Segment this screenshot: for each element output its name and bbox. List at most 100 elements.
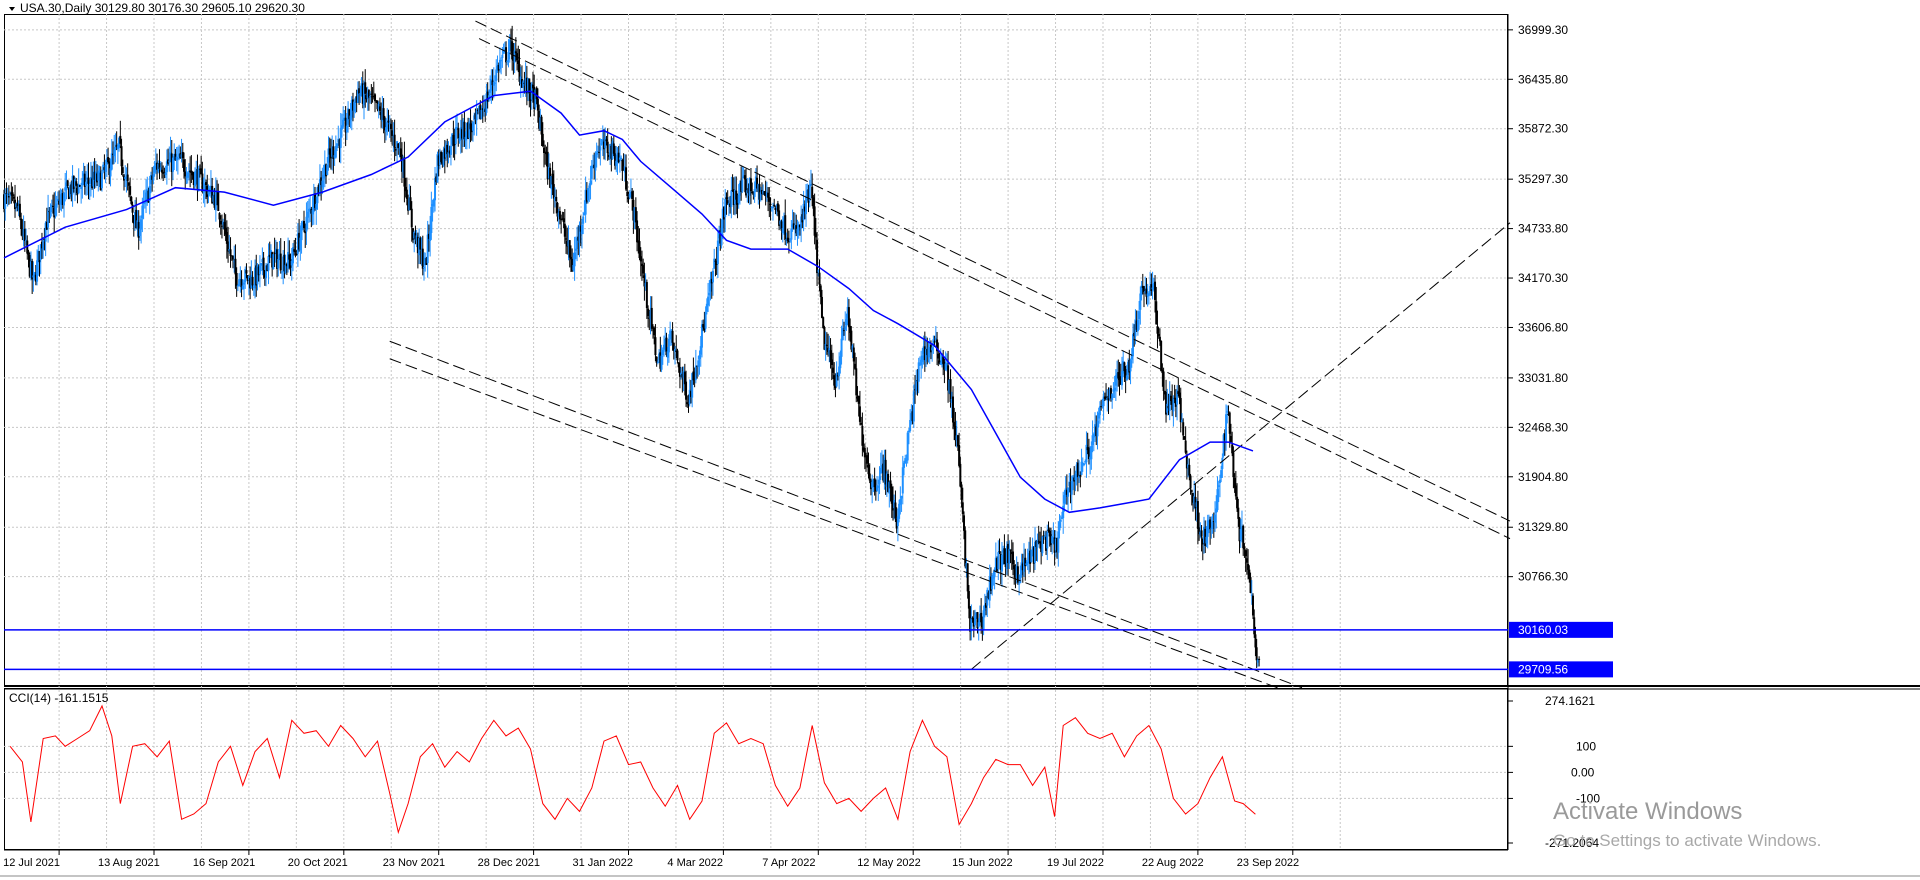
trendline[interactable] xyxy=(478,38,1511,540)
candle-body xyxy=(1097,412,1100,419)
candle-body xyxy=(325,164,328,177)
candle-body xyxy=(225,232,228,244)
candle-body xyxy=(730,190,733,207)
candle-body xyxy=(1240,526,1243,532)
candle-body xyxy=(818,272,821,285)
trendline[interactable] xyxy=(389,340,1303,689)
candle-body xyxy=(246,275,249,281)
candle-body xyxy=(742,176,745,179)
candle-body xyxy=(1146,293,1149,297)
candle-body xyxy=(489,89,492,93)
candle-body xyxy=(753,189,756,197)
candle-body xyxy=(1038,541,1041,544)
candle-body xyxy=(457,128,460,139)
candle-body xyxy=(1056,537,1059,553)
candle-body xyxy=(865,455,868,458)
candle-body xyxy=(206,185,209,197)
candle-body xyxy=(1233,477,1236,488)
candle-body xyxy=(1081,463,1084,465)
candle-body xyxy=(207,191,210,195)
candle-body xyxy=(334,145,337,158)
candle-body xyxy=(974,615,977,626)
candle-body xyxy=(358,88,361,94)
candle-body xyxy=(1013,565,1016,570)
price-tick-label: 33031.80 xyxy=(1518,371,1568,385)
candle-body xyxy=(573,252,576,267)
candle-body xyxy=(927,347,930,358)
candle-body xyxy=(277,259,280,269)
candle-body xyxy=(931,347,934,351)
candle-body xyxy=(622,168,625,171)
symbol-dropdown-icon[interactable] xyxy=(9,7,15,11)
candle-body xyxy=(115,144,118,148)
candle-body xyxy=(423,267,426,269)
candle-body xyxy=(269,250,272,258)
candle-body xyxy=(151,175,154,180)
candle-body xyxy=(705,303,708,312)
candle-body xyxy=(715,261,718,265)
candle-body xyxy=(252,286,255,288)
candle-body xyxy=(189,170,192,173)
candle-body xyxy=(883,457,886,482)
date-label: 31 Jan 2022 xyxy=(572,857,633,869)
candle-body xyxy=(211,185,214,204)
candle-body xyxy=(907,430,910,433)
candle-body xyxy=(236,285,239,287)
candle-body xyxy=(506,60,509,62)
candle-body xyxy=(483,107,486,111)
candle-body xyxy=(1092,434,1095,438)
candle-body xyxy=(351,99,354,111)
candle-body xyxy=(708,292,711,296)
candle-body xyxy=(183,159,186,172)
candle-body xyxy=(916,380,919,382)
candle-body xyxy=(1083,463,1086,466)
candle-body xyxy=(854,363,857,369)
candle-body xyxy=(45,221,48,230)
candle-body xyxy=(184,171,187,177)
candle-body xyxy=(954,426,957,441)
candle-body xyxy=(843,330,846,332)
candle-body xyxy=(1239,529,1242,541)
candle-body xyxy=(40,241,43,249)
candle-body xyxy=(134,212,137,226)
candle-body xyxy=(1063,495,1066,504)
trendline[interactable] xyxy=(389,358,1278,689)
candle-body xyxy=(427,233,430,239)
candle-body xyxy=(985,603,988,608)
candle-body xyxy=(497,64,500,71)
candle-body xyxy=(650,307,653,329)
candle-body xyxy=(1015,565,1018,578)
candle-body xyxy=(1002,549,1005,553)
candle-body xyxy=(992,574,995,579)
candle-body xyxy=(78,184,81,187)
candle-body xyxy=(598,152,601,154)
candle-body xyxy=(487,95,490,100)
candle-body xyxy=(4,193,7,209)
candle-body xyxy=(959,463,962,487)
trendlines[interactable] xyxy=(389,20,1511,689)
horizontal-levels[interactable]: 30160.03 29709.56 xyxy=(4,621,1613,678)
candle-body xyxy=(1204,528,1207,546)
date-label: 23 Nov 2021 xyxy=(383,857,445,869)
candle-body xyxy=(243,282,246,285)
candle-body xyxy=(279,253,282,271)
candle-body xyxy=(599,146,602,151)
candle-body xyxy=(251,276,254,286)
date-label: 19 Jul 2022 xyxy=(1047,857,1104,869)
candle-body xyxy=(430,206,433,233)
candle-body xyxy=(307,208,310,212)
candle-body xyxy=(595,152,598,155)
candle-body xyxy=(397,143,400,149)
cci-line xyxy=(9,704,1256,835)
candle-body xyxy=(531,84,534,89)
candle-body xyxy=(1217,485,1220,487)
candle-body xyxy=(88,185,91,187)
candle-body xyxy=(1150,284,1153,291)
candle-body xyxy=(375,100,378,102)
trendline[interactable] xyxy=(475,20,1511,522)
candle-body xyxy=(841,328,844,341)
candle-body xyxy=(140,219,143,230)
candle-body xyxy=(323,164,326,176)
candle-body xyxy=(891,501,894,511)
